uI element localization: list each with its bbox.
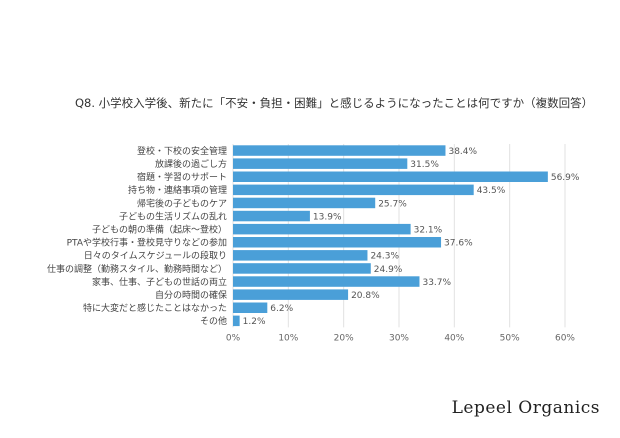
data-label: 24.9%	[374, 265, 403, 275]
data-label: 20.8%	[351, 291, 380, 301]
category-label: PTAや学校行事・登校見守りなどの参加	[67, 237, 227, 249]
category-label: 家事、仕事、子どもの世話の両立	[92, 276, 227, 288]
category-label: 仕事の調整（勤務スタイル、勤務時間など）	[47, 263, 227, 275]
brand-logo: Lepeel Organics	[451, 398, 600, 418]
bar	[233, 302, 268, 313]
category-label: 特に大変だと感じたことはなかった	[83, 302, 227, 314]
bar	[233, 289, 349, 300]
data-label: 33.7%	[422, 278, 451, 288]
x-tick-label: 40%	[444, 333, 464, 343]
data-label: 38.4%	[448, 147, 477, 157]
data-label: 31.5%	[410, 160, 439, 170]
bar	[233, 315, 240, 327]
chart-title: Q8. 小学校入学後、新たに「不安・負担・困難」と感じるようになったことは何です…	[75, 96, 594, 110]
data-label: 37.6%	[444, 239, 473, 249]
bar	[233, 263, 371, 274]
data-label: 24.3%	[370, 252, 399, 262]
x-tick-label: 20%	[334, 333, 354, 343]
category-label: 子どもの朝の準備（起床〜登校）	[92, 223, 227, 235]
category-label: 自分の時間の確保	[155, 289, 227, 301]
category-label: 登校・下校の安全管理	[137, 145, 227, 157]
x-tick-label: 60%	[555, 333, 575, 343]
x-tick-label: 50%	[500, 333, 520, 343]
category-label: 日々のタイムスケジュールの段取り	[84, 250, 227, 262]
bar	[233, 210, 310, 222]
bar	[233, 145, 446, 156]
bar	[233, 223, 411, 235]
x-tick-label: 30%	[389, 333, 409, 343]
bar	[233, 184, 474, 196]
category-label: 帰宅後の子どものケア	[137, 197, 227, 209]
data-label: 25.7%	[378, 199, 407, 209]
data-label: 32.1%	[414, 225, 443, 235]
bar	[233, 237, 442, 248]
x-tick-label: 10%	[278, 333, 298, 343]
bar	[233, 276, 420, 287]
category-label: 子どもの生活リズムの乱れ	[119, 210, 227, 222]
category-label: その他	[200, 315, 227, 327]
data-label: 1.2%	[243, 317, 266, 327]
data-label: 13.9%	[313, 212, 342, 222]
data-label: 43.5%	[477, 186, 506, 196]
data-label: 6.2%	[270, 304, 293, 314]
bar	[233, 250, 368, 261]
data-label: 56.9%	[551, 173, 580, 183]
category-label: 宿題・学習のサポート	[137, 171, 227, 183]
bar	[233, 158, 408, 169]
bar	[233, 171, 548, 182]
x-tick-label: 0%	[226, 333, 241, 343]
bar	[233, 197, 376, 209]
category-label: 持ち物・連絡事項の管理	[128, 184, 227, 196]
category-label: 放課後の過ごし方	[155, 158, 227, 170]
